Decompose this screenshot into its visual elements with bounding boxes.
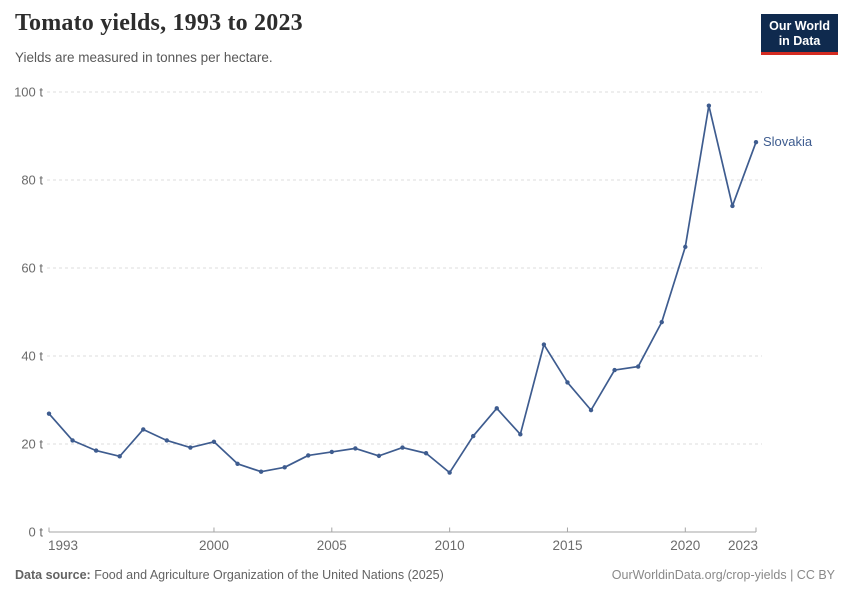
data-point: [471, 433, 476, 439]
series-line: [48, 104, 757, 474]
data-point: [423, 451, 429, 456]
data-source: Data source: Food and Agriculture Organi…: [15, 568, 444, 582]
data-point: [400, 445, 405, 450]
x-tick-label: 2005: [317, 538, 347, 553]
data-point: [376, 453, 382, 459]
y-tick-label: 80 t: [21, 173, 43, 188]
data-point: [282, 465, 287, 470]
data-point: [612, 367, 617, 373]
data-point: [659, 319, 664, 325]
page-title: Tomato yields, 1993 to 2023: [15, 10, 303, 36]
data-point: [753, 139, 759, 145]
x-tick-label: 2020: [670, 538, 700, 553]
x-tick-label: 2010: [435, 538, 465, 553]
data-point: [164, 438, 170, 443]
data-point: [565, 380, 570, 385]
data-point: [683, 244, 688, 250]
data-point: [235, 461, 240, 466]
data-point: [541, 342, 547, 347]
page-subtitle: Yields are measured in tonnes per hectar…: [15, 50, 273, 65]
data-point: [447, 470, 452, 475]
data-point: [329, 449, 334, 455]
series-label: Slovakia: [763, 134, 813, 149]
data-point: [258, 469, 264, 474]
x-tick-label: 2015: [552, 538, 582, 553]
y-tick-label: 100 t: [14, 85, 43, 100]
data-point: [306, 453, 311, 458]
data-point: [188, 445, 193, 450]
data-source-label: Data source:: [15, 568, 91, 582]
data-point: [46, 411, 52, 416]
credit-line: OurWorldinData.org/crop-yields | CC BY: [611, 568, 835, 582]
data-point: [141, 427, 146, 432]
data-point: [70, 438, 75, 443]
data-point: [211, 439, 217, 444]
data-point: [494, 406, 499, 411]
data-point: [93, 448, 99, 453]
data-point: [706, 103, 712, 108]
data-point: [518, 432, 523, 437]
y-tick-label: 0 t: [29, 525, 44, 540]
line-chart: 0 t 20 t 40 t 60 t 80 t 100 t 1993 2000 2005 2010…: [14, 85, 813, 554]
y-tick-label: 40 t: [21, 349, 43, 364]
owid-logo-line2: in Data: [778, 34, 821, 48]
owid-logo: Our World in Data: [761, 14, 838, 55]
data-point: [635, 364, 641, 369]
data-point: [117, 454, 122, 459]
y-tick-label: 60 t: [21, 261, 43, 276]
owid-logo-line1: Our World: [769, 19, 830, 33]
x-tick-label: 1993: [48, 538, 78, 553]
x-tick-label: 2000: [199, 538, 229, 553]
data-source-text: Food and Agriculture Organization of the…: [94, 568, 444, 582]
y-tick-label: 20 t: [21, 437, 43, 452]
data-point: [353, 446, 358, 451]
x-tick-label: 2023: [728, 538, 758, 553]
data-point: [730, 203, 735, 209]
data-point: [588, 407, 594, 413]
